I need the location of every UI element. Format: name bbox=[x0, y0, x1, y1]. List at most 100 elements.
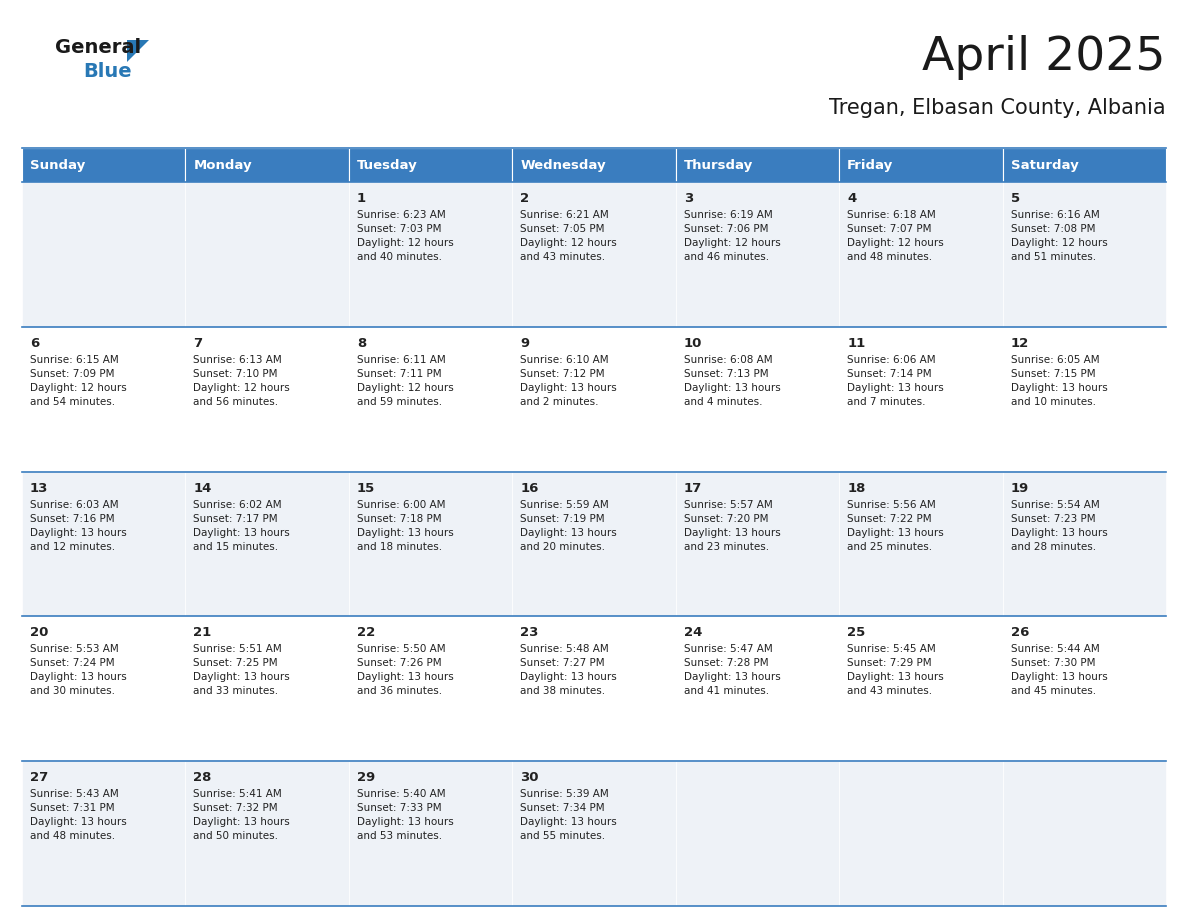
Text: Sunrise: 5:50 AM
Sunset: 7:26 PM
Daylight: 13 hours
and 36 minutes.: Sunrise: 5:50 AM Sunset: 7:26 PM Dayligh… bbox=[356, 644, 454, 697]
Text: Sunrise: 6:13 AM
Sunset: 7:10 PM
Daylight: 12 hours
and 56 minutes.: Sunrise: 6:13 AM Sunset: 7:10 PM Dayligh… bbox=[194, 354, 290, 407]
Text: Sunrise: 5:39 AM
Sunset: 7:34 PM
Daylight: 13 hours
and 55 minutes.: Sunrise: 5:39 AM Sunset: 7:34 PM Dayligh… bbox=[520, 789, 617, 841]
Text: Sunrise: 6:10 AM
Sunset: 7:12 PM
Daylight: 13 hours
and 2 minutes.: Sunrise: 6:10 AM Sunset: 7:12 PM Dayligh… bbox=[520, 354, 617, 407]
Text: 28: 28 bbox=[194, 771, 211, 784]
Text: 17: 17 bbox=[684, 482, 702, 495]
Text: 29: 29 bbox=[356, 771, 375, 784]
Text: 26: 26 bbox=[1011, 626, 1029, 640]
Bar bbox=[512, 327, 676, 472]
Text: Sunrise: 5:56 AM
Sunset: 7:22 PM
Daylight: 13 hours
and 25 minutes.: Sunrise: 5:56 AM Sunset: 7:22 PM Dayligh… bbox=[847, 499, 944, 552]
Text: Sunrise: 6:19 AM
Sunset: 7:06 PM
Daylight: 12 hours
and 46 minutes.: Sunrise: 6:19 AM Sunset: 7:06 PM Dayligh… bbox=[684, 210, 781, 262]
Bar bbox=[1003, 182, 1165, 327]
Bar bbox=[676, 616, 839, 761]
Bar bbox=[349, 472, 512, 616]
Text: Thursday: Thursday bbox=[684, 159, 753, 172]
Bar bbox=[23, 472, 185, 616]
Text: 6: 6 bbox=[30, 337, 39, 350]
Text: 23: 23 bbox=[520, 626, 538, 640]
Text: Saturday: Saturday bbox=[1011, 159, 1079, 172]
Text: Sunrise: 6:00 AM
Sunset: 7:18 PM
Daylight: 13 hours
and 18 minutes.: Sunrise: 6:00 AM Sunset: 7:18 PM Dayligh… bbox=[356, 499, 454, 552]
Bar bbox=[1003, 148, 1165, 182]
Bar bbox=[349, 148, 512, 182]
Text: 30: 30 bbox=[520, 771, 539, 784]
Bar bbox=[23, 616, 185, 761]
Bar bbox=[185, 472, 349, 616]
Text: 5: 5 bbox=[1011, 192, 1019, 205]
Text: Sunrise: 5:51 AM
Sunset: 7:25 PM
Daylight: 13 hours
and 33 minutes.: Sunrise: 5:51 AM Sunset: 7:25 PM Dayligh… bbox=[194, 644, 290, 697]
Bar bbox=[839, 761, 1003, 906]
Text: Sunrise: 6:06 AM
Sunset: 7:14 PM
Daylight: 13 hours
and 7 minutes.: Sunrise: 6:06 AM Sunset: 7:14 PM Dayligh… bbox=[847, 354, 944, 407]
Text: Sunrise: 6:16 AM
Sunset: 7:08 PM
Daylight: 12 hours
and 51 minutes.: Sunrise: 6:16 AM Sunset: 7:08 PM Dayligh… bbox=[1011, 210, 1107, 262]
Bar bbox=[185, 182, 349, 327]
Text: Tuesday: Tuesday bbox=[356, 159, 418, 172]
Bar bbox=[512, 182, 676, 327]
Text: Sunrise: 5:47 AM
Sunset: 7:28 PM
Daylight: 13 hours
and 41 minutes.: Sunrise: 5:47 AM Sunset: 7:28 PM Dayligh… bbox=[684, 644, 781, 697]
Text: Sunrise: 5:53 AM
Sunset: 7:24 PM
Daylight: 13 hours
and 30 minutes.: Sunrise: 5:53 AM Sunset: 7:24 PM Dayligh… bbox=[30, 644, 127, 697]
Text: 1: 1 bbox=[356, 192, 366, 205]
Text: Sunrise: 6:05 AM
Sunset: 7:15 PM
Daylight: 13 hours
and 10 minutes.: Sunrise: 6:05 AM Sunset: 7:15 PM Dayligh… bbox=[1011, 354, 1107, 407]
Text: Sunrise: 5:45 AM
Sunset: 7:29 PM
Daylight: 13 hours
and 43 minutes.: Sunrise: 5:45 AM Sunset: 7:29 PM Dayligh… bbox=[847, 644, 944, 697]
Bar bbox=[349, 182, 512, 327]
Text: 12: 12 bbox=[1011, 337, 1029, 350]
Text: Tregan, Elbasan County, Albania: Tregan, Elbasan County, Albania bbox=[829, 98, 1165, 118]
Text: Sunrise: 5:41 AM
Sunset: 7:32 PM
Daylight: 13 hours
and 50 minutes.: Sunrise: 5:41 AM Sunset: 7:32 PM Dayligh… bbox=[194, 789, 290, 841]
Text: Friday: Friday bbox=[847, 159, 893, 172]
Text: Monday: Monday bbox=[194, 159, 252, 172]
Bar bbox=[512, 761, 676, 906]
Bar bbox=[839, 616, 1003, 761]
Text: 18: 18 bbox=[847, 482, 866, 495]
Text: Wednesday: Wednesday bbox=[520, 159, 606, 172]
Bar bbox=[512, 472, 676, 616]
Text: Sunrise: 6:03 AM
Sunset: 7:16 PM
Daylight: 13 hours
and 12 minutes.: Sunrise: 6:03 AM Sunset: 7:16 PM Dayligh… bbox=[30, 499, 127, 552]
Text: Sunrise: 5:57 AM
Sunset: 7:20 PM
Daylight: 13 hours
and 23 minutes.: Sunrise: 5:57 AM Sunset: 7:20 PM Dayligh… bbox=[684, 499, 781, 552]
Bar bbox=[185, 148, 349, 182]
Bar bbox=[512, 148, 676, 182]
Text: 21: 21 bbox=[194, 626, 211, 640]
Text: General: General bbox=[55, 38, 141, 57]
Text: 16: 16 bbox=[520, 482, 538, 495]
Text: Sunrise: 6:21 AM
Sunset: 7:05 PM
Daylight: 12 hours
and 43 minutes.: Sunrise: 6:21 AM Sunset: 7:05 PM Dayligh… bbox=[520, 210, 617, 262]
Text: 2: 2 bbox=[520, 192, 530, 205]
Bar bbox=[185, 761, 349, 906]
Bar bbox=[23, 327, 185, 472]
Text: Sunrise: 6:18 AM
Sunset: 7:07 PM
Daylight: 12 hours
and 48 minutes.: Sunrise: 6:18 AM Sunset: 7:07 PM Dayligh… bbox=[847, 210, 944, 262]
Bar bbox=[23, 148, 185, 182]
Text: 8: 8 bbox=[356, 337, 366, 350]
Bar bbox=[1003, 616, 1165, 761]
Text: Sunrise: 5:48 AM
Sunset: 7:27 PM
Daylight: 13 hours
and 38 minutes.: Sunrise: 5:48 AM Sunset: 7:27 PM Dayligh… bbox=[520, 644, 617, 697]
Text: 15: 15 bbox=[356, 482, 375, 495]
Bar bbox=[676, 761, 839, 906]
Text: Sunrise: 5:44 AM
Sunset: 7:30 PM
Daylight: 13 hours
and 45 minutes.: Sunrise: 5:44 AM Sunset: 7:30 PM Dayligh… bbox=[1011, 644, 1107, 697]
Text: 3: 3 bbox=[684, 192, 693, 205]
Text: 22: 22 bbox=[356, 626, 375, 640]
Bar bbox=[1003, 472, 1165, 616]
Bar bbox=[839, 148, 1003, 182]
Bar bbox=[839, 182, 1003, 327]
Text: Sunrise: 6:08 AM
Sunset: 7:13 PM
Daylight: 13 hours
and 4 minutes.: Sunrise: 6:08 AM Sunset: 7:13 PM Dayligh… bbox=[684, 354, 781, 407]
Text: Sunrise: 6:23 AM
Sunset: 7:03 PM
Daylight: 12 hours
and 40 minutes.: Sunrise: 6:23 AM Sunset: 7:03 PM Dayligh… bbox=[356, 210, 454, 262]
Text: Sunrise: 5:59 AM
Sunset: 7:19 PM
Daylight: 13 hours
and 20 minutes.: Sunrise: 5:59 AM Sunset: 7:19 PM Dayligh… bbox=[520, 499, 617, 552]
Text: 24: 24 bbox=[684, 626, 702, 640]
Bar bbox=[185, 327, 349, 472]
Text: Sunrise: 5:40 AM
Sunset: 7:33 PM
Daylight: 13 hours
and 53 minutes.: Sunrise: 5:40 AM Sunset: 7:33 PM Dayligh… bbox=[356, 789, 454, 841]
Bar bbox=[23, 182, 185, 327]
Bar bbox=[349, 327, 512, 472]
Bar bbox=[676, 148, 839, 182]
Text: 11: 11 bbox=[847, 337, 865, 350]
Bar bbox=[185, 616, 349, 761]
Bar bbox=[839, 327, 1003, 472]
Bar bbox=[349, 761, 512, 906]
Bar bbox=[839, 472, 1003, 616]
Text: 4: 4 bbox=[847, 192, 857, 205]
Bar bbox=[349, 616, 512, 761]
Text: 27: 27 bbox=[30, 771, 49, 784]
Text: Sunrise: 5:43 AM
Sunset: 7:31 PM
Daylight: 13 hours
and 48 minutes.: Sunrise: 5:43 AM Sunset: 7:31 PM Dayligh… bbox=[30, 789, 127, 841]
Text: 19: 19 bbox=[1011, 482, 1029, 495]
Bar bbox=[1003, 761, 1165, 906]
Text: Sunrise: 6:02 AM
Sunset: 7:17 PM
Daylight: 13 hours
and 15 minutes.: Sunrise: 6:02 AM Sunset: 7:17 PM Dayligh… bbox=[194, 499, 290, 552]
Text: 13: 13 bbox=[30, 482, 49, 495]
Text: 7: 7 bbox=[194, 337, 202, 350]
Text: April 2025: April 2025 bbox=[923, 36, 1165, 81]
Text: 14: 14 bbox=[194, 482, 211, 495]
Bar bbox=[676, 327, 839, 472]
Text: Sunday: Sunday bbox=[30, 159, 86, 172]
